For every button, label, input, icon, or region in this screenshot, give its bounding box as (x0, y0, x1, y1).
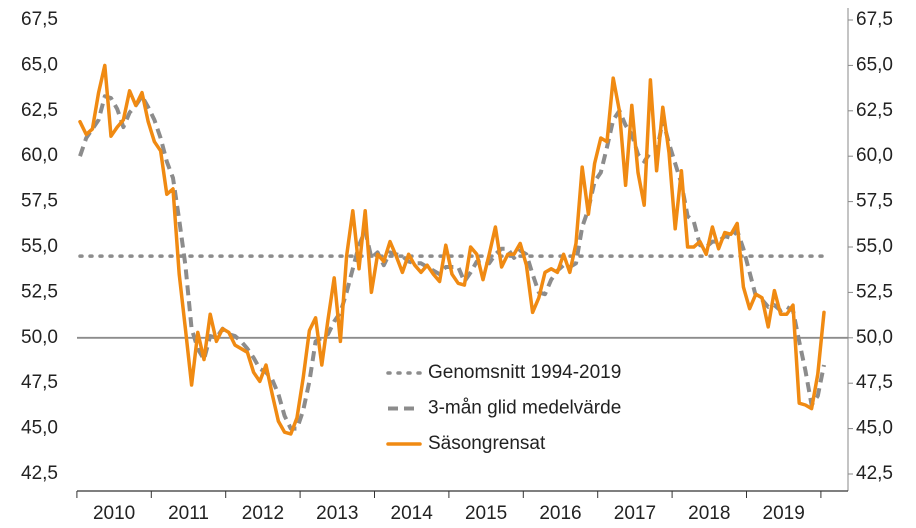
legend-label: 3-mån glid medelvärde (428, 398, 621, 419)
y2-tick-label: 67,5 (856, 9, 893, 30)
y2-tick-label: 42,5 (856, 463, 893, 484)
y-tick-label: 55,0 (21, 236, 58, 257)
legend-box (378, 355, 678, 461)
y2-tick-label: 50,0 (856, 327, 893, 348)
x-tick-label: 2016 (539, 503, 581, 524)
legend-label: Genomsnitt 1994-2019 (428, 362, 621, 383)
x-tick-label: 2010 (93, 503, 135, 524)
y-tick-label: 50,0 (21, 327, 58, 348)
y2-tick-label: 55,0 (856, 236, 893, 257)
x-tick-label: 2017 (614, 503, 656, 524)
y2-tick-label: 52,5 (856, 281, 893, 302)
y-tick-label: 42,5 (21, 463, 58, 484)
series-line (78, 63, 826, 436)
x-tick-label: 2011 (168, 503, 209, 524)
x-tick-label: 2015 (465, 503, 507, 524)
y-tick-label: 45,0 (21, 418, 58, 439)
y-tick-label: 60,0 (21, 145, 58, 166)
y-tick-label: 67,5 (21, 9, 58, 30)
x-tick-label: 2019 (763, 503, 805, 524)
y-tick-label: 52,5 (21, 281, 58, 302)
legend-label: Säsongrensat (428, 433, 546, 454)
y2-tick-label: 60,0 (856, 145, 893, 166)
x-tick-label: 2013 (316, 503, 358, 524)
x-tick-label: 2018 (688, 503, 730, 524)
x-tick-label: 2014 (391, 503, 434, 524)
y2-tick-label: 47,5 (856, 372, 893, 393)
y2-tick-label: 45,0 (856, 418, 893, 439)
x-tick-label: 2012 (242, 503, 284, 524)
y2-tick-label: 65,0 (856, 54, 893, 75)
y-tick-label: 62,5 (21, 100, 58, 121)
y-tick-label: 57,5 (21, 191, 58, 212)
y2-tick-label: 57,5 (856, 191, 893, 212)
y-tick-label: 65,0 (21, 54, 58, 75)
y2-tick-label: 62,5 (856, 100, 893, 121)
y-tick-label: 47,5 (21, 372, 58, 393)
